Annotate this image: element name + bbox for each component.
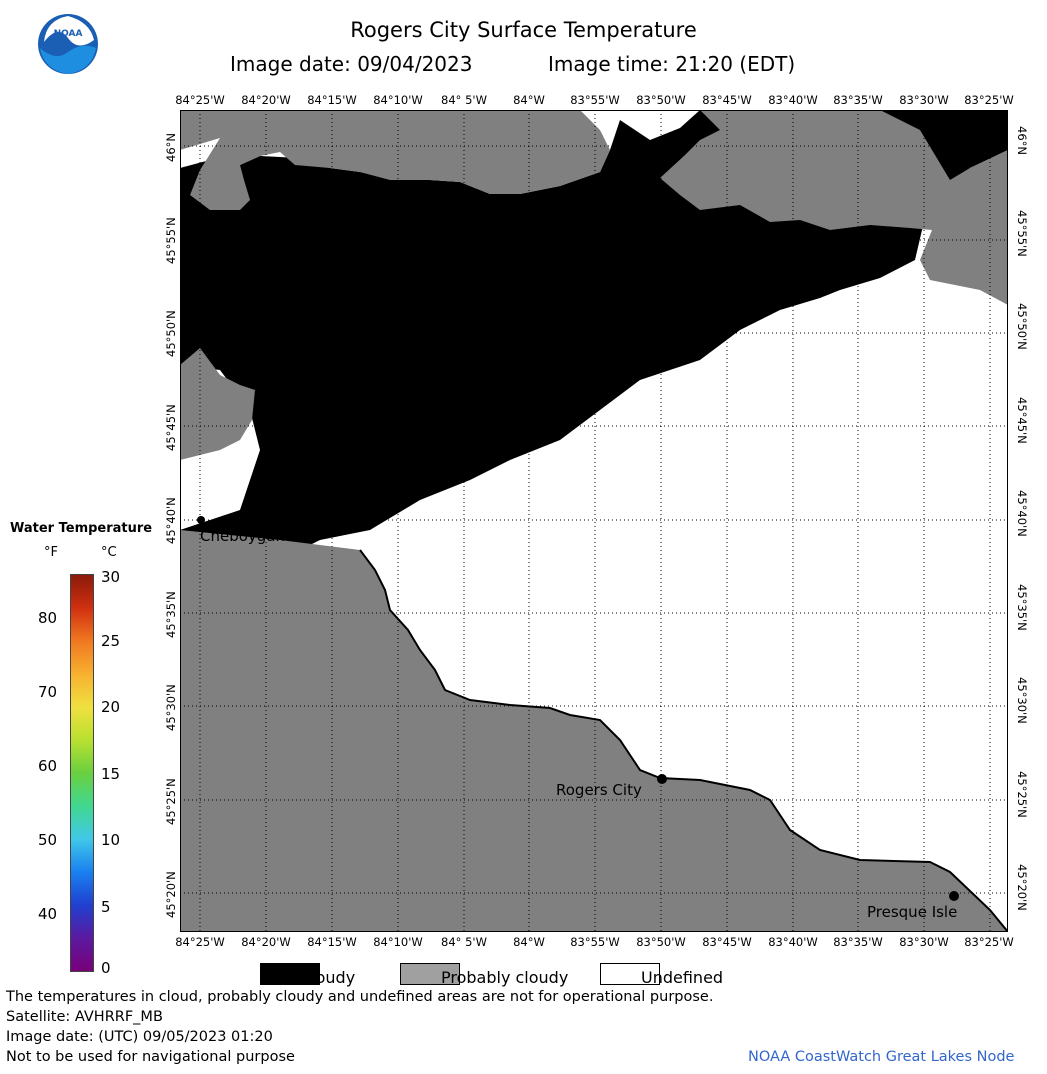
lon-label-bottom: 83°30'W <box>899 935 949 949</box>
lon-label-top: 83°40'W <box>768 93 818 107</box>
c-tick: 5 <box>101 898 111 916</box>
lon-label-top: 84° 5'W <box>441 93 487 107</box>
lat-label-right: 45°40'N <box>1015 490 1029 537</box>
lon-label-bottom: 83°40'W <box>768 935 818 949</box>
lat-label-left: 45°45'N <box>164 404 178 451</box>
satellite-text: Satellite: AVHRRF_MB <box>6 1009 163 1025</box>
image-time-label: Image time: 21:20 (EDT) <box>548 52 796 76</box>
noaa-logo: NOAA <box>38 14 98 74</box>
probably-cloudy-swatch <box>400 963 460 985</box>
lat-label-left: 45°50'N <box>164 310 178 357</box>
lon-label-top: 84°15'W <box>307 93 357 107</box>
c-tick: 0 <box>101 959 111 977</box>
probably-cloudy-key-label: Probably cloudy <box>441 968 569 987</box>
credit-text: NOAA CoastWatch Great Lakes Node <box>748 1049 1015 1065</box>
map-frame <box>180 110 1008 932</box>
probably-cloudy-area-ne <box>660 110 1008 305</box>
lat-label-right: 45°55'N <box>1015 210 1029 257</box>
disclaimer-text: The temperatures in cloud, probably clou… <box>6 989 714 1005</box>
graticule <box>180 110 1008 932</box>
utc-date-text: Image date: (UTC) 09/05/2023 01:20 <box>6 1029 273 1045</box>
f-tick: 70 <box>38 683 58 701</box>
lon-label-bottom: 84°20'W <box>241 935 291 949</box>
lat-label-left: 45°55'N <box>164 217 178 264</box>
rogers-city-label: Rogers City <box>556 781 642 799</box>
lat-label-left: 45°20'N <box>164 871 178 918</box>
lon-label-top: 83°50'W <box>636 93 686 107</box>
lon-label-top: 84°20'W <box>241 93 291 107</box>
lat-label-right: 45°50'N <box>1015 303 1029 350</box>
temperature-colorbar <box>70 574 94 972</box>
lat-label-right: 46°N <box>1015 126 1029 155</box>
lat-label-left: 45°35'N <box>164 591 178 638</box>
probably-cloudy-area-s <box>180 530 1008 932</box>
lon-label-bottom: 84°10'W <box>373 935 423 949</box>
c-tick: 30 <box>101 568 121 586</box>
f-tick: 80 <box>38 609 58 627</box>
cloudy-swatch <box>260 963 320 985</box>
c-tick: 10 <box>101 831 121 849</box>
image-date-label: Image date: 09/04/2023 <box>230 52 473 76</box>
lon-label-bottom: 83°35'W <box>833 935 883 949</box>
lon-label-top: 83°55'W <box>570 93 620 107</box>
lon-label-top: 83°45'W <box>702 93 752 107</box>
lon-label-top: 83°35'W <box>833 93 883 107</box>
lon-label-bottom: 84°25'W <box>175 935 225 949</box>
undefined-key-label: Undefined <box>641 968 724 987</box>
lat-label-right: 45°35'N <box>1015 584 1029 631</box>
presque-isle-marker <box>949 891 959 901</box>
undefined-swatch <box>600 963 660 985</box>
map-title: Rogers City Surface Temperature <box>350 18 697 42</box>
unit-c-label: °C <box>101 545 117 560</box>
lat-label-left: 46°N <box>164 133 178 162</box>
lat-label-right: 45°30'N <box>1015 677 1029 724</box>
f-tick: 50 <box>38 831 58 849</box>
lat-label-left: 45°25'N <box>164 778 178 825</box>
lon-label-bottom: 83°45'W <box>702 935 752 949</box>
cheboygan-label: Cheboygan <box>200 527 286 545</box>
f-tick: 60 <box>38 757 58 775</box>
lon-label-top: 84°25'W <box>175 93 225 107</box>
lat-label-right: 45°45'N <box>1015 397 1029 444</box>
lon-label-top: 83°30'W <box>899 93 949 107</box>
c-tick: 15 <box>101 765 121 783</box>
lon-label-bottom: 84°15'W <box>307 935 357 949</box>
lon-label-bottom: 83°50'W <box>636 935 686 949</box>
probably-cloudy-area <box>180 110 610 210</box>
svg-text:NOAA: NOAA <box>54 29 83 39</box>
lon-label-top: 84°W <box>513 93 545 107</box>
lon-label-bottom: 83°55'W <box>570 935 620 949</box>
lat-label-left: 45°40'N <box>164 497 178 544</box>
lon-label-top: 83°25'W <box>964 93 1014 107</box>
lat-label-right: 45°20'N <box>1015 864 1029 911</box>
lon-label-top: 84°10'W <box>373 93 423 107</box>
c-tick: 20 <box>101 698 121 716</box>
c-tick: 25 <box>101 632 121 650</box>
map-area <box>180 110 1008 932</box>
nav-warning-text: Not to be used for navigational purpose <box>6 1049 295 1065</box>
coastline <box>359 549 1008 932</box>
unit-f-label: °F <box>44 545 58 560</box>
lat-label-left: 45°30'N <box>164 684 178 731</box>
cheboygan-marker <box>197 516 205 524</box>
cloudy-key-label: Cloudy <box>300 968 356 987</box>
probably-cloudy-area-w <box>180 348 255 460</box>
cloudy-area <box>180 110 1008 610</box>
lat-label-right: 45°25'N <box>1015 771 1029 818</box>
lon-label-bottom: 83°25'W <box>964 935 1014 949</box>
f-tick: 40 <box>38 905 58 923</box>
rogers-city-marker <box>657 774 667 784</box>
temperature-scale-title: Water Temperature <box>10 521 153 536</box>
lon-label-bottom: 84° 5'W <box>441 935 487 949</box>
lon-label-bottom: 84°W <box>513 935 545 949</box>
presque-isle-label: Presque Isle <box>867 903 958 921</box>
